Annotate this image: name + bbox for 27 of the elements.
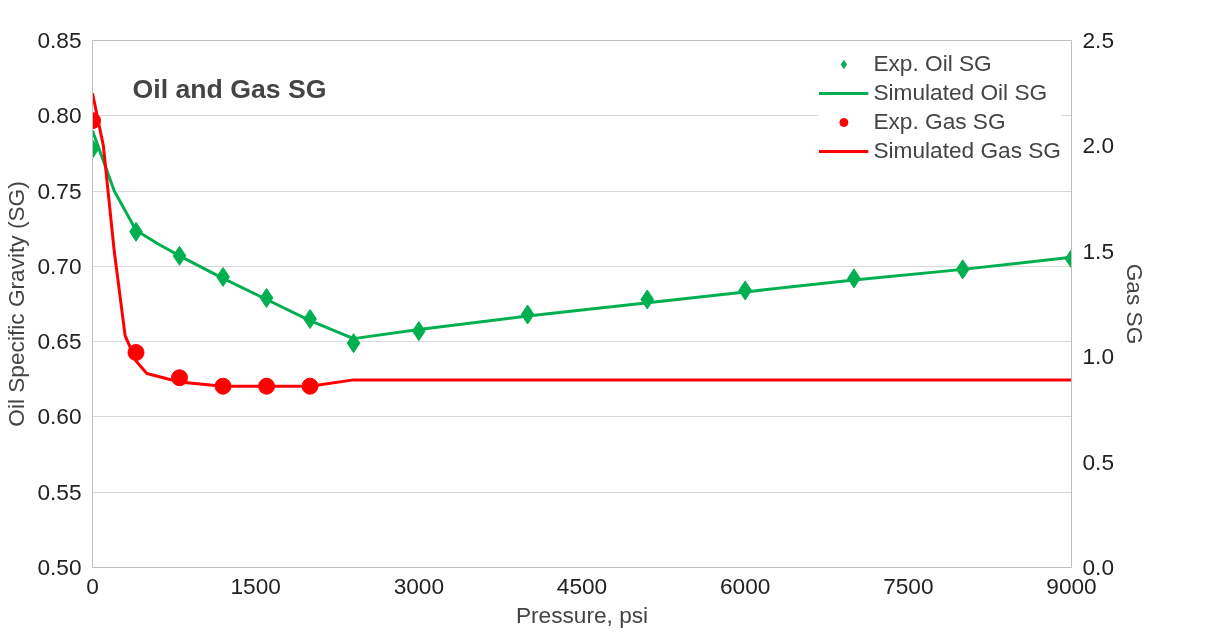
text: Oil and Gas SG <box>132 73 327 104</box>
legend-label: Simulated Oil SG <box>873 79 1048 106</box>
y2-tick-label: 1.0 <box>1082 343 1114 370</box>
y-tick-label: 0.60 <box>37 403 82 430</box>
y-axis-title: Oil Specific Gravity (SG) <box>3 181 30 427</box>
y2-tick-label: 2.5 <box>1082 27 1114 53</box>
legend-label: Exp. Oil SG <box>873 50 992 77</box>
x-tick-label: 0 <box>86 572 99 599</box>
x-tick-label: 7500 <box>883 572 934 599</box>
y2-tick-label: 2.0 <box>1082 132 1114 159</box>
legend-label: Simulated Gas SG <box>873 137 1061 164</box>
y2-tick-label: 0.5 <box>1082 448 1114 475</box>
legend-label: Exp. Gas SG <box>873 108 1006 135</box>
y-tick-label: 0.85 <box>37 27 82 53</box>
x-tick-label: 6000 <box>719 572 771 599</box>
y2-tick-label: 1.5 <box>1082 237 1114 264</box>
x-axis-title: Pressure, psi <box>515 601 649 628</box>
y-tick-label: 0.50 <box>37 554 82 580</box>
x-tick-label: 1500 <box>230 572 281 599</box>
x-tick-label: 3000 <box>393 572 445 599</box>
x-tick-label: 4500 <box>556 572 608 599</box>
y-tick-label: 0.65 <box>37 328 82 355</box>
y-tick-label: 0.55 <box>37 478 82 505</box>
y2-axis-title: Gas SG <box>1122 263 1148 345</box>
y-tick-label: 0.70 <box>37 252 82 279</box>
y-tick-label: 0.80 <box>37 102 82 129</box>
y-tick-label: 0.75 <box>37 177 82 204</box>
